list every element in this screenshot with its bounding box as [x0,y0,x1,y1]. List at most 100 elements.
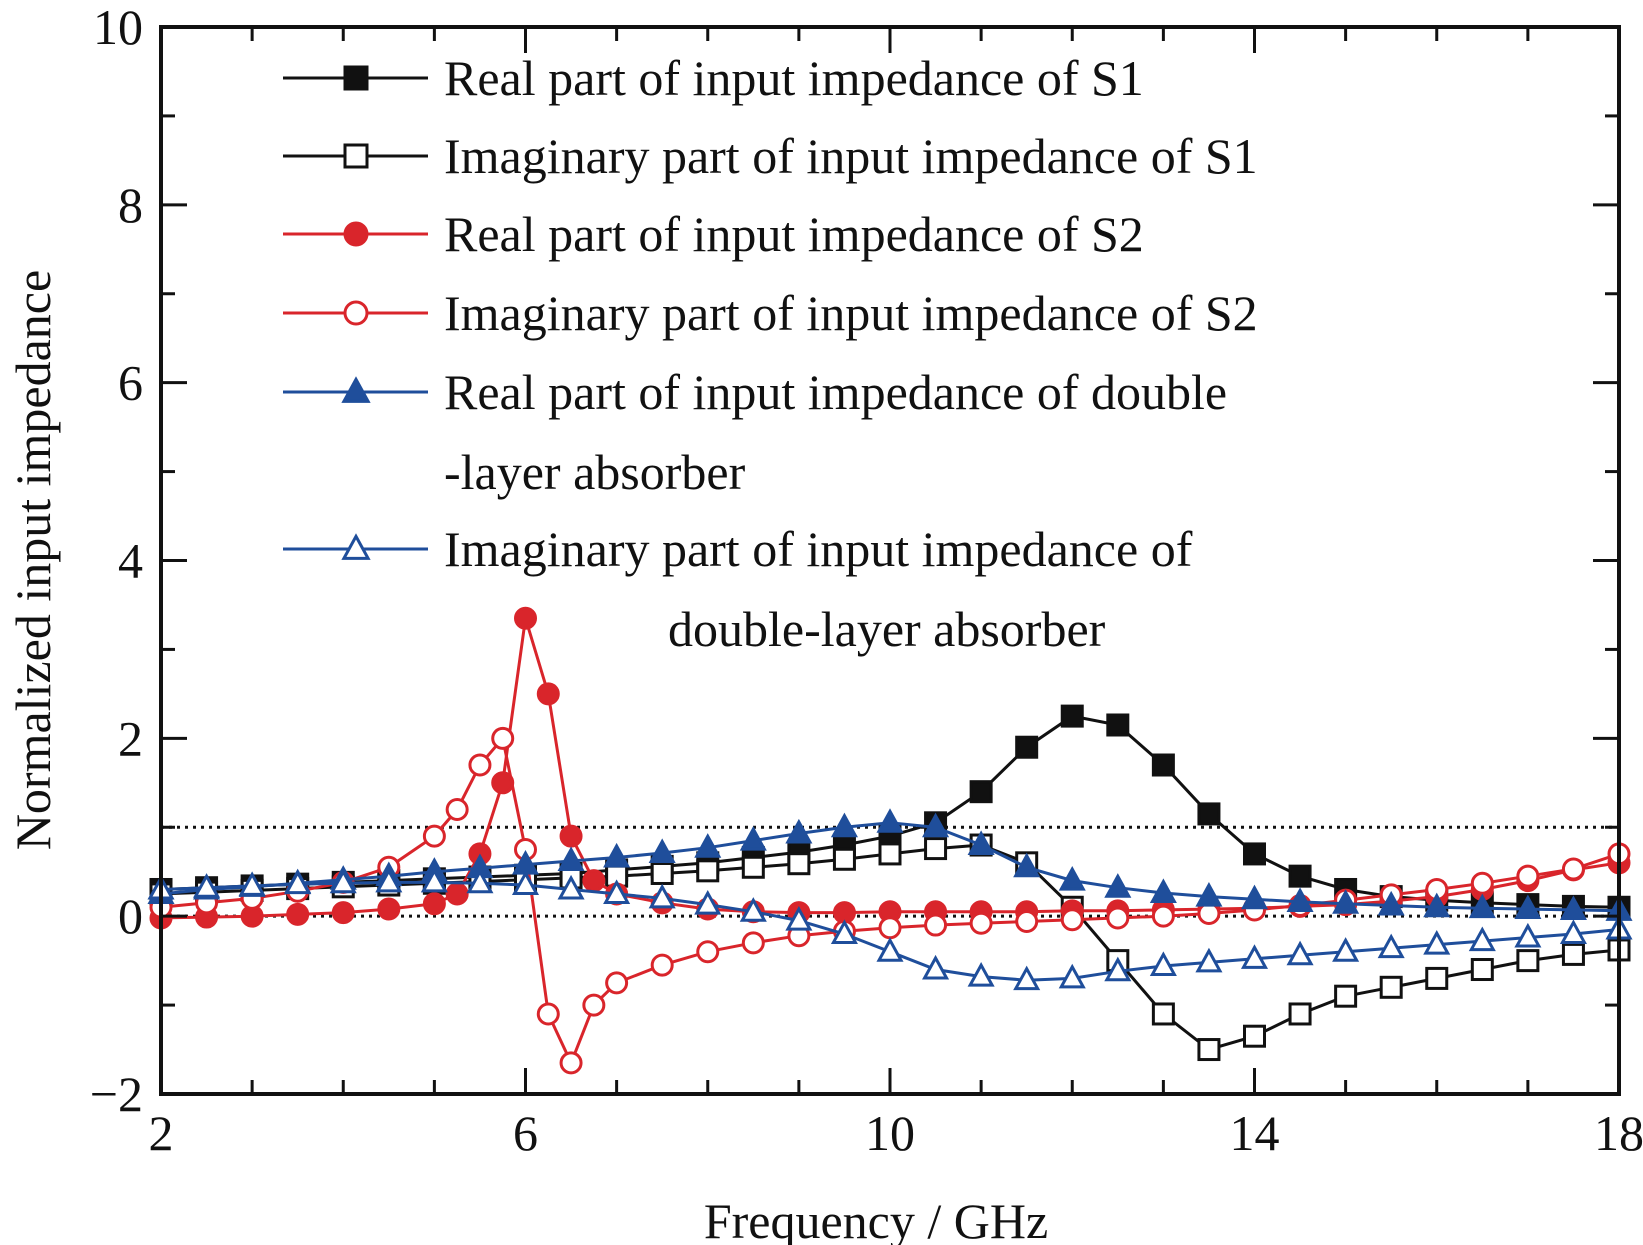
data-point [924,913,948,937]
data-point [557,846,585,872]
data-point [969,911,993,935]
data-point [605,971,629,995]
data-point [1288,864,1312,888]
data-point [650,953,674,977]
data-point [491,726,515,750]
legend-label: Real part of input impedance of S2 [444,206,1144,262]
data-point [1559,895,1587,920]
data-point [1151,904,1175,928]
y-axis-label: Normalized input impedance [5,270,61,850]
data-point [331,901,355,925]
data-point [648,883,676,909]
data-point [1060,908,1084,932]
data-point [1015,735,1039,759]
data-point [1149,878,1177,904]
legend-item-5: Real part of input impedance of double -l… [283,364,1227,500]
data-point [648,838,676,864]
data-point [1060,704,1084,728]
data-point [238,871,266,896]
data-point [967,830,995,856]
data-point [1516,949,1540,973]
data-point [1332,937,1360,962]
data-point [445,797,469,821]
y-tick-label: 4 [118,533,143,589]
data-point [1243,1024,1266,1048]
data-point [514,606,537,630]
data-point [967,962,995,987]
data-point [1468,926,1496,952]
data-point [787,852,811,876]
y-tick-label: 6 [118,355,143,411]
data-point [377,897,401,921]
legend-marker [341,533,371,560]
data-point [559,824,583,848]
data-point [1149,951,1177,976]
legend-marker [343,65,369,91]
legend-item-1: Real part of input impedance of S1 [283,50,1144,106]
x-axis-label: Frequency / GHz [704,1193,1048,1245]
data-point [422,892,446,916]
data-point [830,919,858,944]
x-tick-label: 2 [149,1105,174,1161]
data-point [193,873,221,898]
legend-label: Real part of input impedance of S1 [444,50,1144,106]
data-point [1334,984,1358,1008]
data-point [1288,1002,1312,1026]
data-point [511,870,540,896]
data-point [1286,940,1314,966]
data-point [1468,893,1496,919]
data-point [1104,873,1132,898]
legend-marker [343,300,369,326]
data-point [1195,947,1223,973]
y-tick-label: 0 [118,888,143,944]
data-point [739,897,767,922]
data-point [1058,865,1086,891]
data-point [1013,852,1041,878]
data-point [1514,922,1542,948]
data-point [922,954,950,980]
x-tick-label: 14 [1230,1105,1280,1161]
data-point [1377,890,1405,916]
data-point [876,937,904,962]
data-point [696,940,720,964]
data-point [284,869,312,895]
x-tick-label: 10 [865,1105,915,1161]
data-point [1379,975,1403,999]
data-point [650,861,674,885]
data-point [422,824,446,848]
data-point [1332,889,1360,914]
legend-marker [341,376,371,403]
data-point [466,868,494,894]
legend-label: Imaginary part of input impedance of S2 [444,285,1258,341]
data-point [1561,857,1585,881]
legend-label: Imaginary part of input impedance of [444,521,1193,577]
data-point [1058,963,1086,989]
legend-marker [343,221,369,247]
data-point [1240,884,1269,910]
legend-label-continued: -layer absorber [444,444,746,500]
data-point [582,993,606,1017]
x-tick-label: 6 [513,1105,538,1161]
legend: Real part of input impedance of S1 Imagin… [283,50,1258,657]
data-point [1106,906,1130,930]
data-point [922,812,950,838]
data-point [557,874,585,900]
data-point [286,902,310,926]
data-point [1559,919,1587,944]
data-point [832,847,856,871]
legend-label: Imaginary part of input impedance of S1 [444,128,1258,184]
data-point [420,867,448,893]
y-tick-label: 10 [93,0,143,55]
data-point [739,825,767,851]
data-point [445,882,469,906]
data-point [1015,910,1039,934]
data-point [1516,864,1540,888]
data-point [468,753,492,777]
data-point [1470,871,1494,895]
data-point [1197,1038,1221,1062]
data-point [1423,892,1451,918]
data-point [329,868,357,894]
data-point [1106,713,1130,737]
data-point [1286,887,1314,912]
